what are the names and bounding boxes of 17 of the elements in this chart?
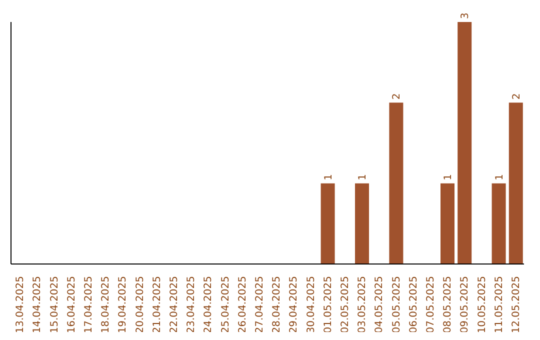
data-label: 1 (358, 174, 368, 180)
data-label: 3 (460, 12, 472, 19)
x-tick-label: 19.04.2025 (118, 276, 129, 334)
x-tick-label: 13.04.2025 (15, 276, 26, 334)
x-tick-label: 18.04.2025 (100, 276, 112, 334)
x-tick-label: 11.05.2025 (494, 276, 505, 334)
x-tick-label: 15.04.2025 (49, 276, 60, 334)
x-tick-label: 14.04.2025 (32, 276, 44, 334)
data-label: 2 (392, 93, 403, 100)
x-tick-label: 17.04.2025 (83, 276, 94, 334)
data-label: 2 (511, 93, 522, 100)
x-tick-label: 16.04.2025 (66, 276, 78, 334)
data-label: 1 (323, 174, 334, 180)
x-tick-label: 12.05.2025 (510, 276, 522, 334)
data-label: 1 (443, 174, 454, 180)
data-label: 1 (494, 174, 506, 180)
x-tick-label: 10.05.2025 (476, 276, 488, 334)
